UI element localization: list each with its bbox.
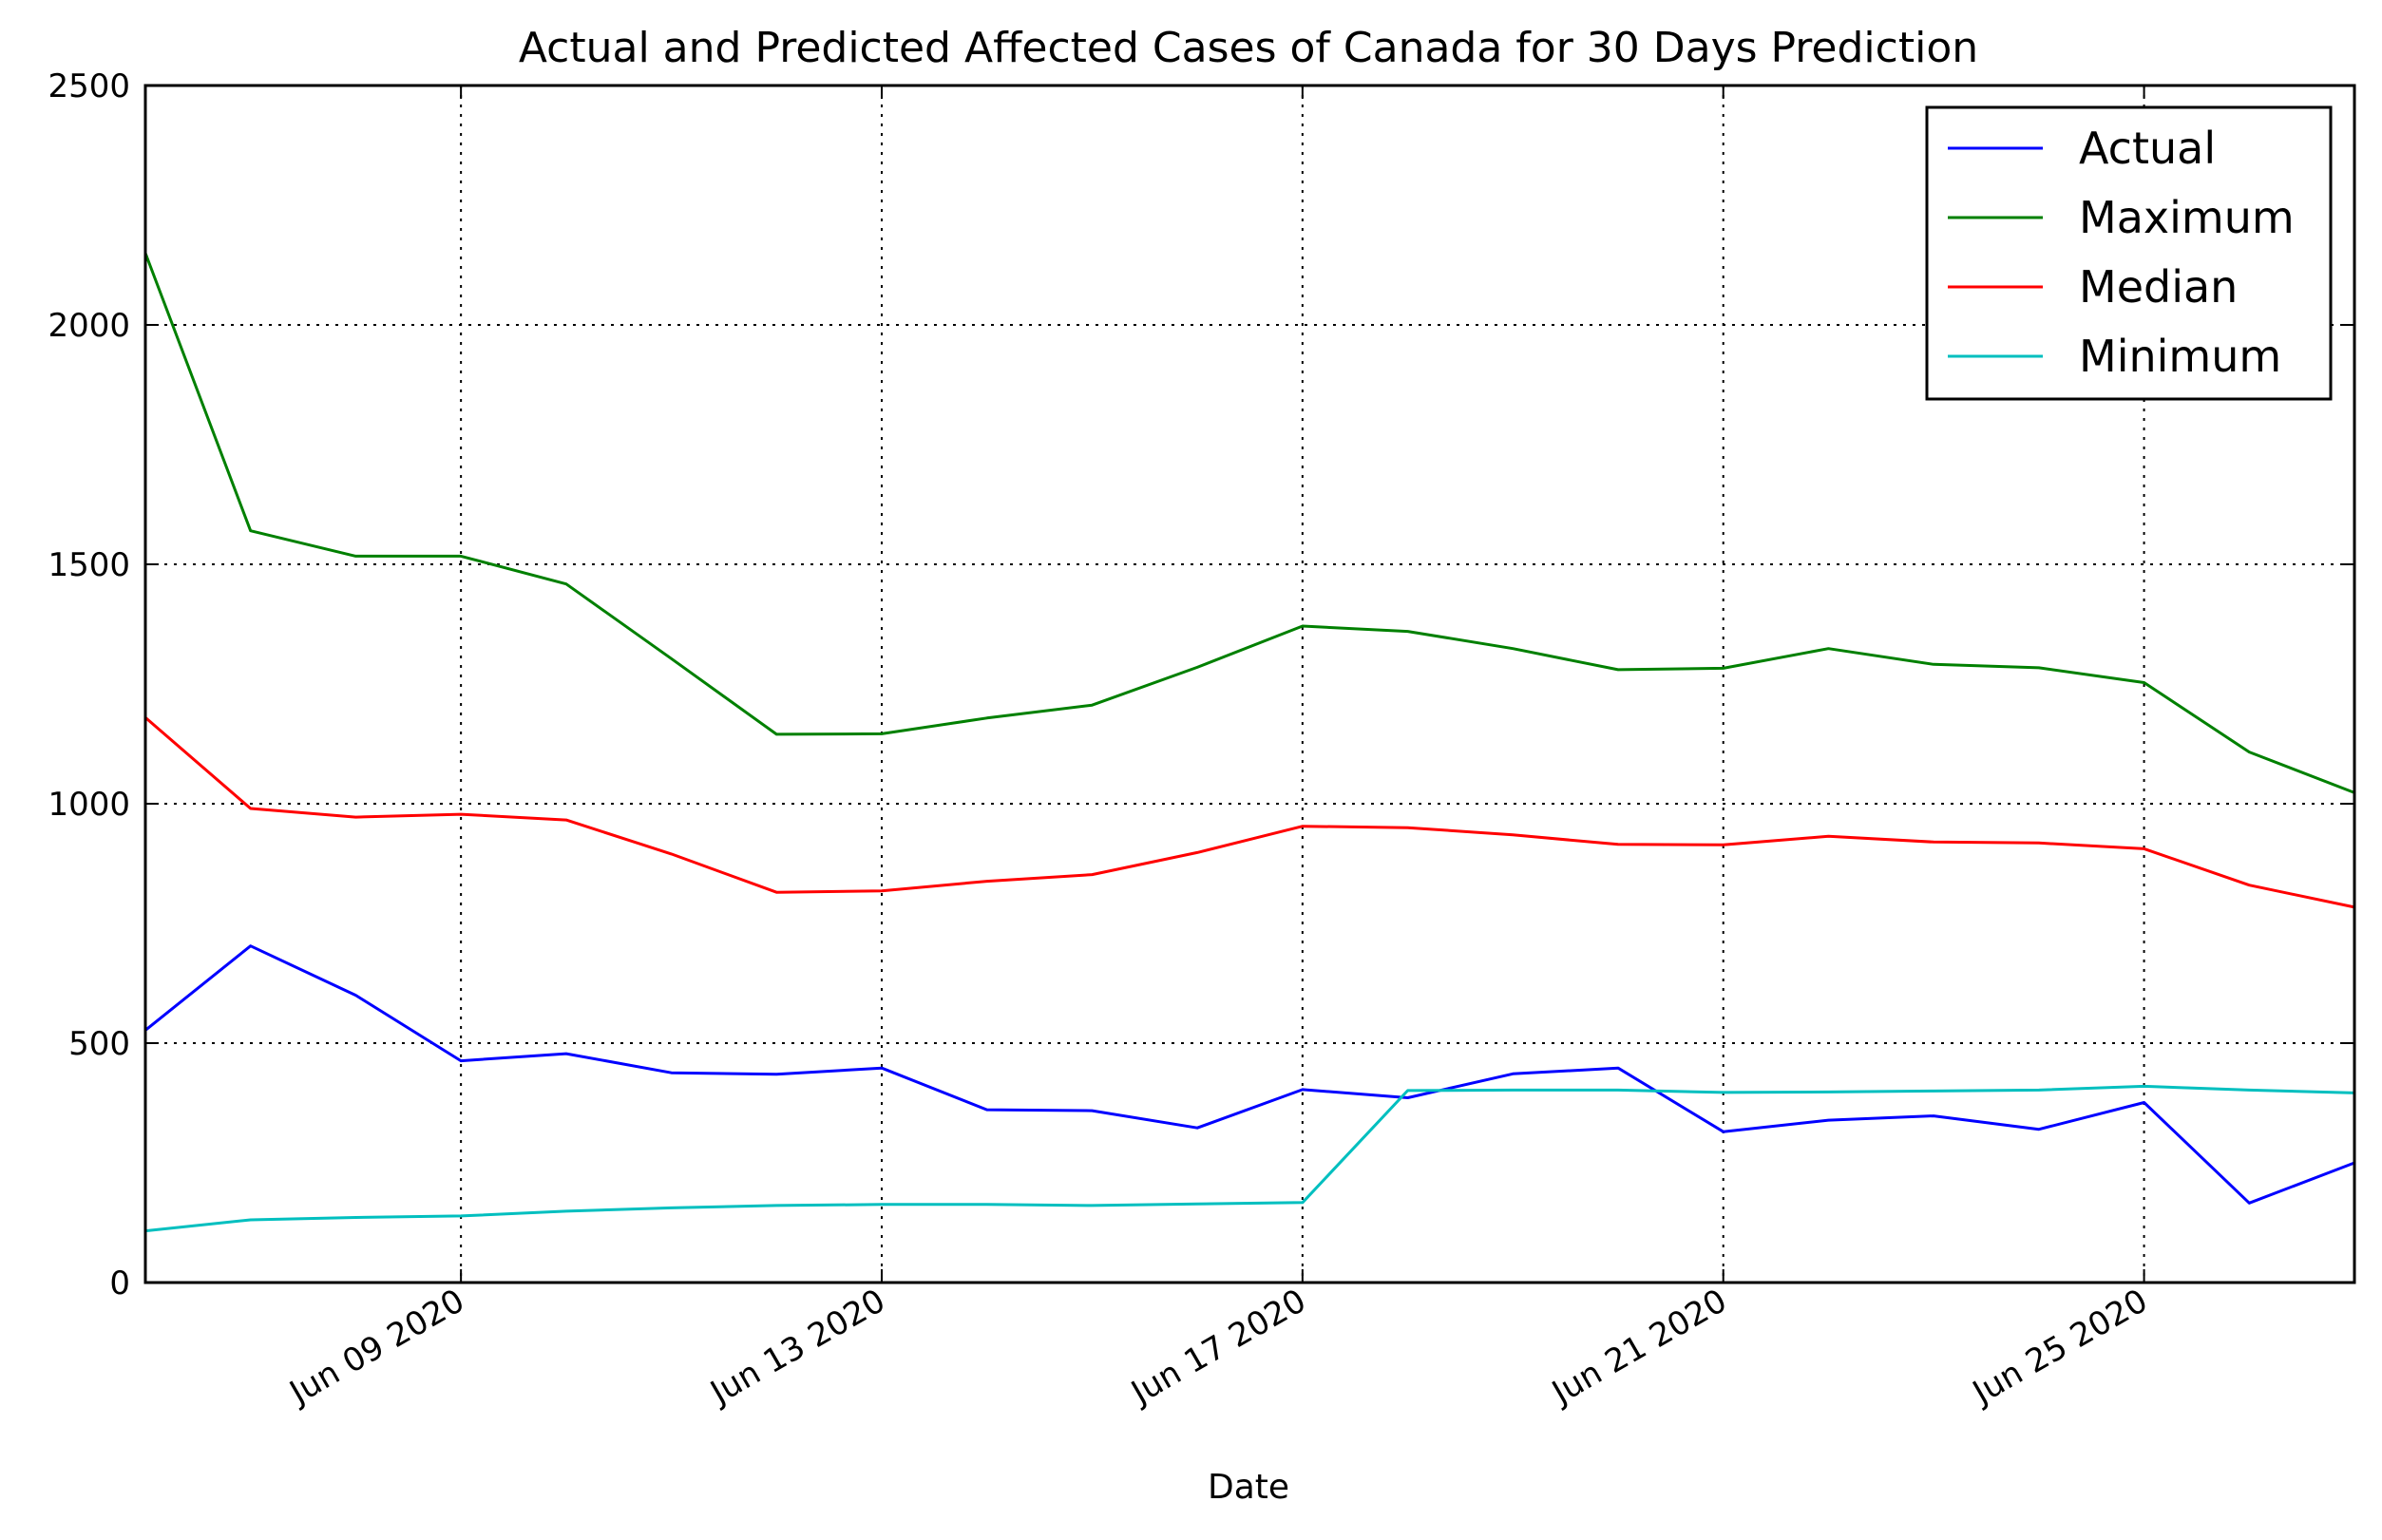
legend-label-actual: Actual [2079,123,2216,174]
chart-title: Actual and Predicted Affected Cases of C… [519,24,1978,72]
series-line-minimum [144,1084,2355,1233]
plot-frame [143,84,2356,1284]
legend-label-median: Median [2079,261,2238,313]
legend-box [1925,105,2333,401]
y-tick-label: 2000 [48,307,130,345]
y-tick-label: 500 [68,1025,130,1063]
legend-label-maximum: Maximum [2079,192,2295,243]
series-line-actual [144,944,2355,1205]
series-lines [143,252,2355,1233]
legend: Actual Maximum Median Minimum [1925,105,2333,401]
series-line-maximum [143,252,2355,794]
y-tick-label: 0 [109,1264,130,1302]
y-tick-label: 1000 [48,786,130,824]
y-tick-label: 1500 [48,546,130,584]
series-line-median [144,716,2355,909]
legend-label-minimum: Minimum [2079,331,2281,382]
y-tick-label: 2500 [48,67,130,105]
x-axis-label: Date [1208,1468,1289,1507]
